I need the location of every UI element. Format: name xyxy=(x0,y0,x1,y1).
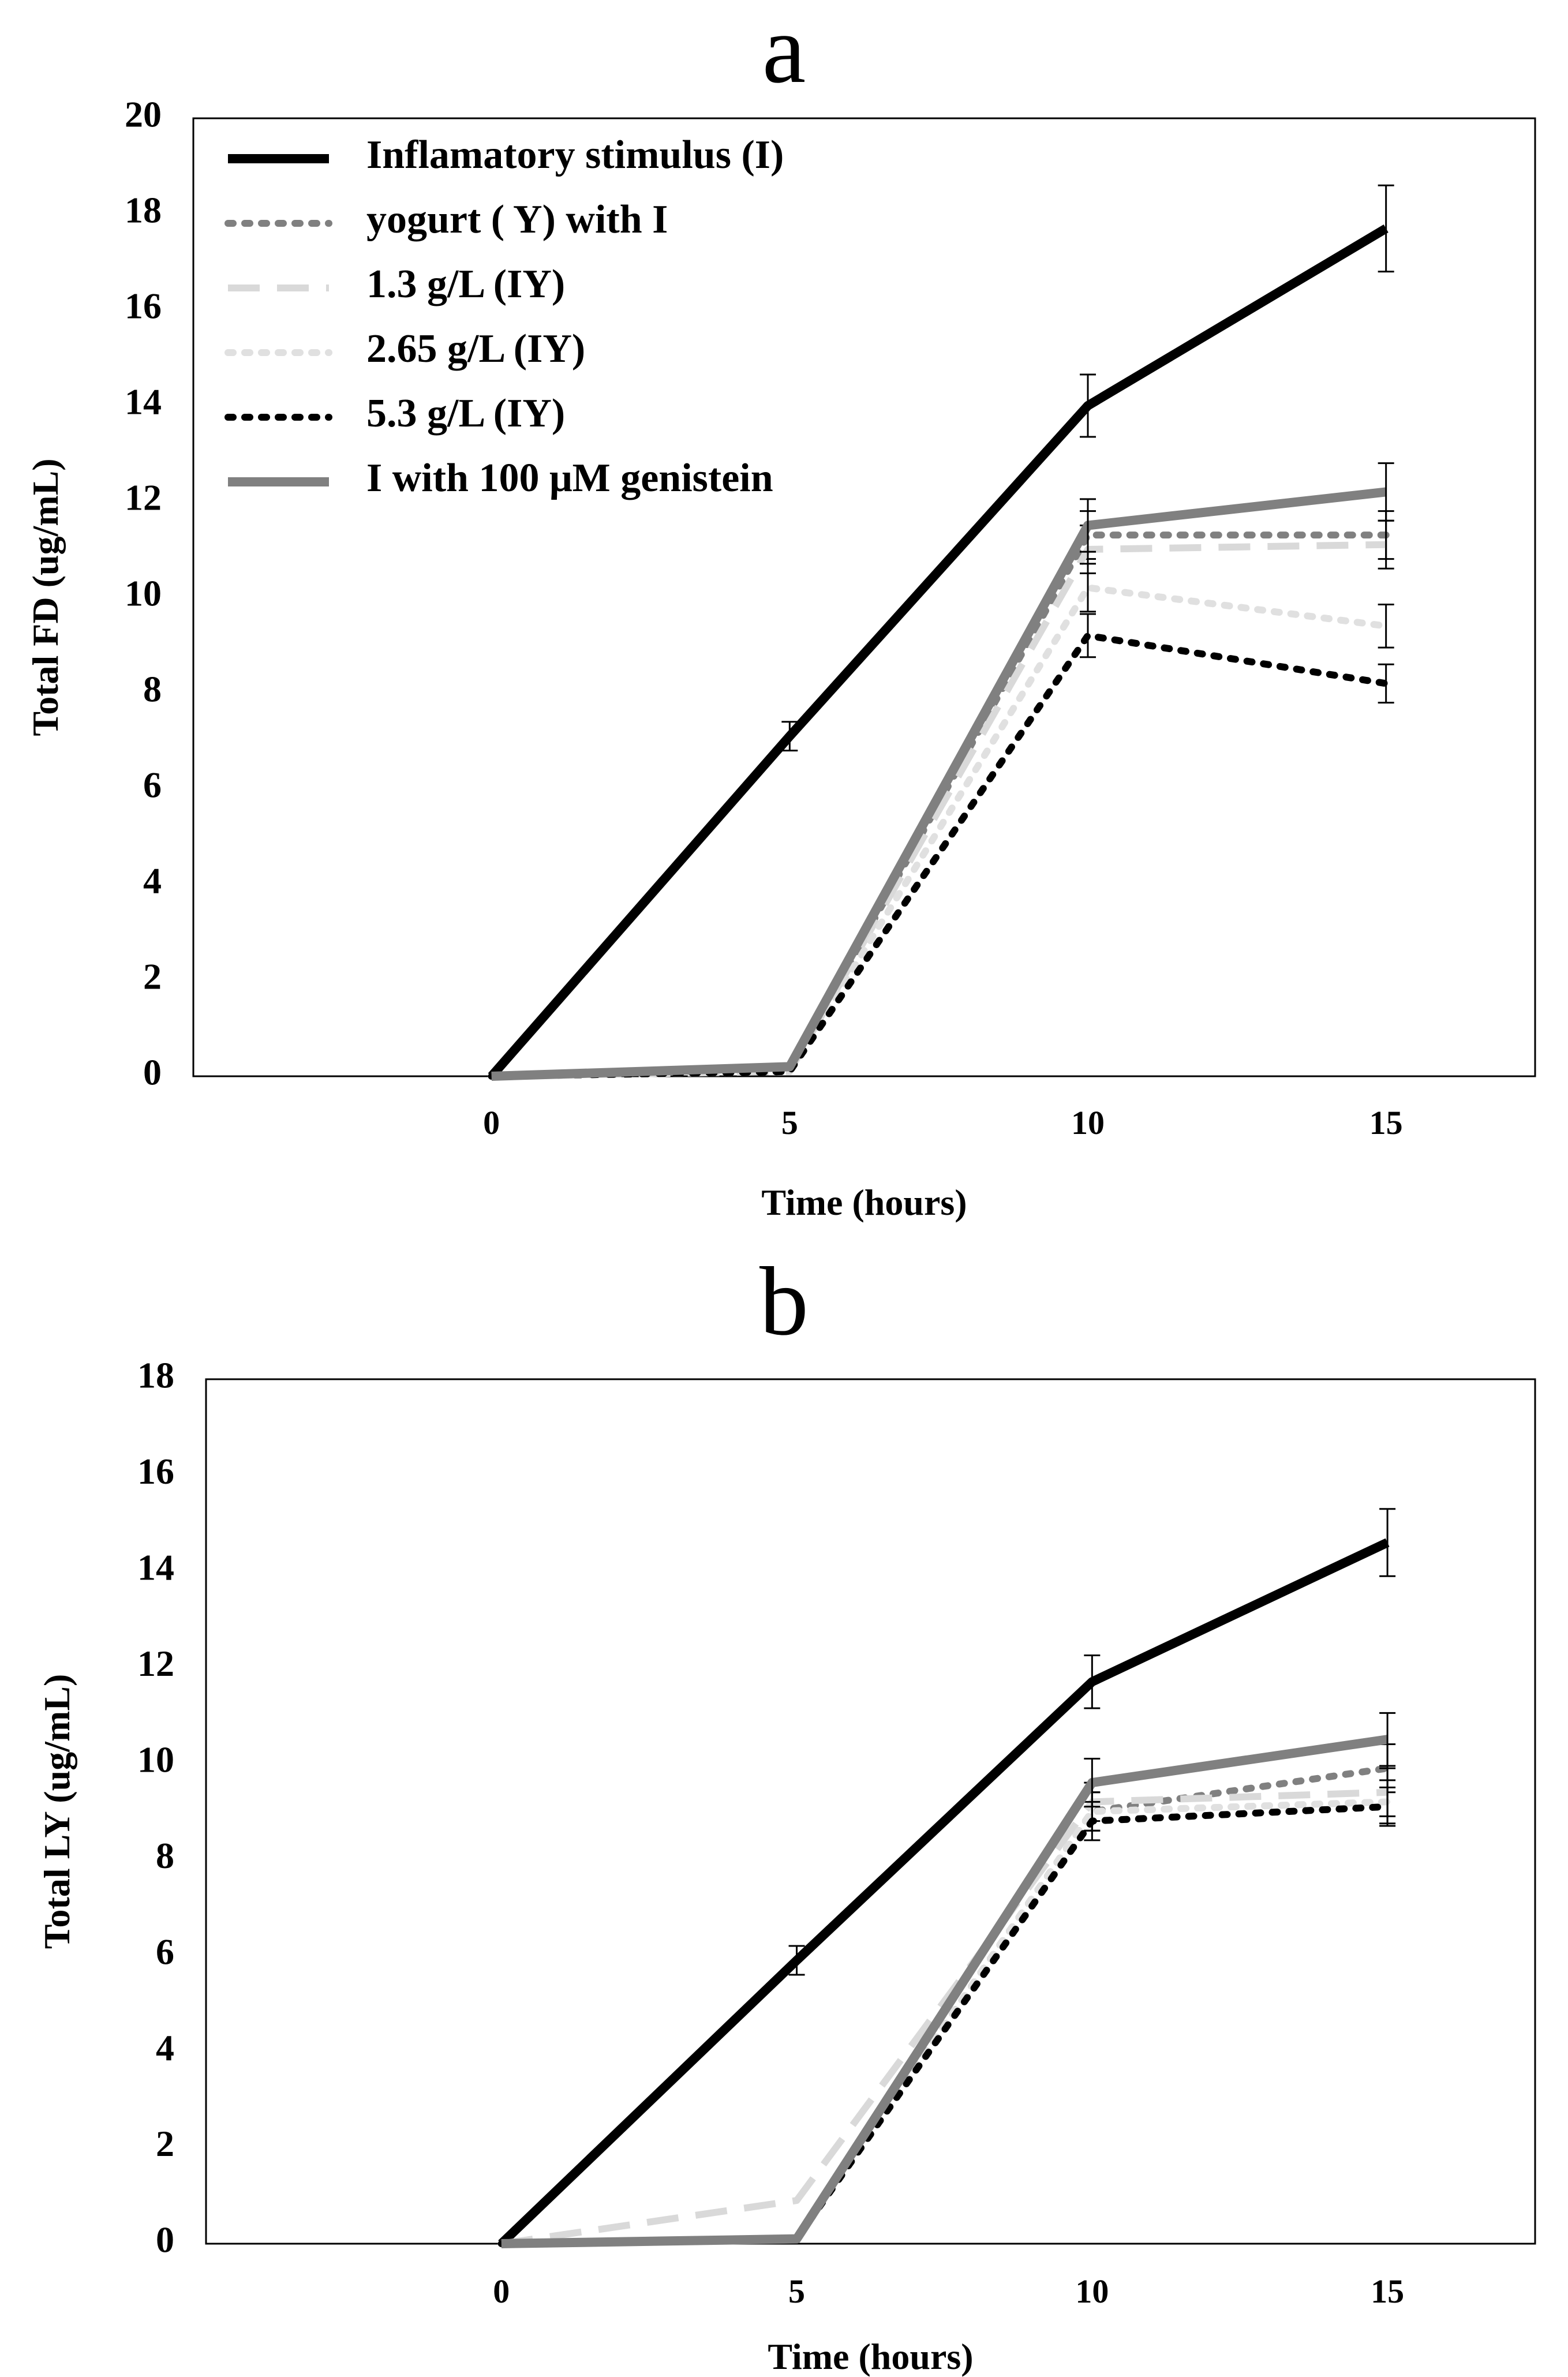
y-tick-label-a: 18 xyxy=(125,190,162,231)
x-axis-title-a: Time (hours) xyxy=(761,1182,967,1223)
y-tick-label-b: 14 xyxy=(137,1547,174,1588)
error-bar-b-0-2 xyxy=(1084,1654,1101,1709)
series-line-a-0 xyxy=(488,224,1389,1080)
error-bar-b-0-1 xyxy=(788,1945,805,1976)
series-line-a-2 xyxy=(491,541,1386,1080)
x-tick-label-b: 15 xyxy=(1371,2273,1404,2310)
x-tick-label-b: 5 xyxy=(788,2273,805,2310)
error-bar-a-4-3 xyxy=(1378,663,1394,704)
x-tick-label-a: 10 xyxy=(1071,1104,1105,1141)
y-tick-label-a: 20 xyxy=(125,94,162,135)
x-tick-label-a: 15 xyxy=(1369,1104,1403,1141)
panel-title-b: b xyxy=(759,1247,809,1356)
y-tick-label-a: 16 xyxy=(125,286,162,327)
error-bar-a-0-3 xyxy=(1378,184,1394,273)
error-bar-a-4-2 xyxy=(1080,613,1096,658)
x-tick-label-a: 5 xyxy=(781,1104,798,1141)
legend-label-0: Inflamatory stimulus (I) xyxy=(366,133,784,177)
chart-panel-a: a 0 2 4 6 8 10 12 14 16 18 20 0 5 10 15 Time (hours) Tot… xyxy=(25,0,1536,1223)
y-tick-label-b: 16 xyxy=(137,1451,174,1492)
y-tick-label-b: 18 xyxy=(137,1355,174,1396)
y-axis-title-b: Total LY (ug/mL) xyxy=(36,1674,77,1949)
x-axis-title-b: Time (hours) xyxy=(768,2336,973,2377)
y-tick-label-b: 10 xyxy=(137,1739,174,1780)
error-bar-b-5-3 xyxy=(1379,1712,1396,1767)
series-line-b-3 xyxy=(497,1798,1391,2247)
series-line-a-4 xyxy=(488,632,1390,1080)
panel-title-a: a xyxy=(762,0,806,103)
x-tick-label-a: 0 xyxy=(483,1104,500,1141)
error-bar-a-3-2 xyxy=(1080,563,1096,613)
legend-label-1: yogurt ( Y) with I xyxy=(366,197,668,242)
legend-label-2: 1.3 g/L (IY) xyxy=(366,262,565,306)
y-tick-label-b: 8 xyxy=(156,1835,174,1876)
legend-label-3: 2.65 g/L (IY) xyxy=(366,327,585,371)
error-bar-a-0-1 xyxy=(781,721,798,752)
error-bar-b-5-2 xyxy=(1084,1757,1101,1808)
y-tick-label-a: 2 xyxy=(143,956,162,997)
plot-area-frame-b xyxy=(205,1378,1536,2245)
series-line-b-0 xyxy=(498,1538,1390,2247)
y-tick-label-b: 4 xyxy=(156,2027,174,2068)
x-tick-label-b: 0 xyxy=(493,2273,510,2310)
error-bar-a-3-3 xyxy=(1378,603,1394,649)
legend-label-4: 5.3 g/L (IY) xyxy=(366,391,565,436)
error-bar-a-0-2 xyxy=(1080,373,1096,438)
series-line-b-5 xyxy=(501,1735,1389,2248)
series-line-b-2 xyxy=(500,1788,1388,2247)
y-tick-label-b: 6 xyxy=(156,1931,174,1972)
y-axis-title-a: Total FD (ug/mL) xyxy=(25,458,66,736)
y-tick-label-b: 12 xyxy=(137,1643,174,1684)
error-bar-b-0-3 xyxy=(1379,1508,1396,1577)
y-tick-label-b: 0 xyxy=(156,2219,174,2260)
error-bar-a-5-3 xyxy=(1378,462,1394,522)
error-bar-b-4-3 xyxy=(1379,1786,1396,1827)
chart-a-svg: 0 2 4 6 8 10 12 14 16 18 20 0 5 10 15 Time (hours) Total… xyxy=(25,94,1536,1223)
plot-area-frame-a xyxy=(192,117,1536,1077)
x-tick-label-b: 10 xyxy=(1075,2273,1109,2310)
y-tick-label-a: 0 xyxy=(143,1052,162,1093)
series-line-a-5 xyxy=(491,487,1387,1081)
y-tick-label-a: 8 xyxy=(143,669,162,710)
y-tick-label-b: 2 xyxy=(156,2123,174,2164)
legend-label-5: I with 100 μM genistein xyxy=(366,456,773,500)
chart-b-svg: 0 2 4 6 8 10 12 14 16 18 0 5 10 15 Time (hours) Total L… xyxy=(36,1355,1536,2377)
y-tick-label-a: 10 xyxy=(125,573,162,614)
error-bar-a-5-2 xyxy=(1080,498,1096,553)
y-tick-label-a: 4 xyxy=(143,860,162,901)
y-tick-label-a: 12 xyxy=(125,477,162,518)
chart-panel-b: b 0 2 4 6 8 10 12 14 16 18 0 5 10 15 Time (hours) Total… xyxy=(0,1246,1568,2377)
series-line-b-4 xyxy=(497,1803,1391,2247)
y-tick-label-a: 14 xyxy=(125,381,162,422)
y-tick-label-a: 6 xyxy=(143,765,162,806)
